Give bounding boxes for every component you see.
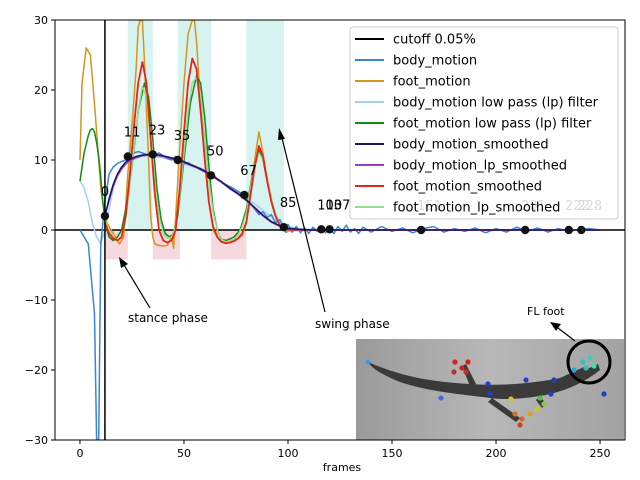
phase-marker (173, 155, 182, 165)
series-line-foot-smoothed (104, 57, 600, 245)
legend-label: foot_motion_smoothed (393, 180, 542, 195)
keypoint-dot (517, 422, 523, 428)
phase-marker-label: 0 (101, 185, 109, 200)
keypoint-dot (551, 377, 557, 383)
annotations: stance phase swing phase FL foot (119, 128, 576, 342)
y-tick-label: 10 (34, 154, 48, 167)
legend-label: foot_motion (393, 75, 471, 90)
series-lines (79, 20, 601, 440)
keypoint-dot (512, 411, 518, 417)
keypoint-dot (485, 381, 491, 387)
keypoint-dot (487, 391, 493, 397)
y-tick-label: 30 (34, 14, 48, 27)
keypoint-dot (465, 359, 471, 365)
keypoint-dot (459, 365, 465, 371)
legend-label: foot_motion low pass (lp) filter (393, 117, 592, 132)
phase-marker-label: 23 (149, 123, 166, 138)
phase-marker-label: 50 (207, 144, 224, 159)
keypoint-dot (365, 359, 371, 365)
fl-foot-arrow-shaft (557, 327, 576, 342)
lizard-photo-inset (356, 339, 624, 440)
phase-marker-label: 103 (317, 198, 342, 213)
fl-foot-label: FL foot (527, 305, 565, 318)
x-tick-label: 50 (177, 447, 191, 460)
keypoint-dot (587, 355, 593, 361)
stance-arrow-head (119, 257, 128, 268)
phase-marker (100, 211, 110, 221)
fl-foot-arrow-head (550, 322, 561, 331)
phase-marker-label: 11 (124, 126, 141, 141)
legend: cutoff 0.05% body_motion foot_motion body_m… (349, 26, 619, 220)
fl-foot-highlight (566, 339, 612, 385)
phase-marker (206, 171, 216, 180)
legend-box (349, 26, 619, 220)
keypoint-dot (580, 359, 586, 365)
phase-marker (123, 152, 133, 161)
keypoint-dot (463, 369, 469, 375)
keypoint-dot (527, 411, 533, 417)
x-tick-label: 150 (382, 447, 403, 460)
phase-marker (577, 225, 586, 235)
y-tick-label: −20 (25, 364, 48, 377)
keypoint-dot (438, 395, 444, 401)
keypoint-dot (534, 406, 540, 412)
y-tick-label: 0 (41, 224, 48, 237)
series-line-body-motion (79, 150, 601, 440)
keypoint-dot (451, 369, 457, 375)
keypoint-dot (541, 401, 547, 407)
keypoint-dot (523, 377, 529, 383)
keypoint-dot (591, 363, 597, 369)
keypoint-dot (537, 395, 543, 401)
series-line-foot-motion (79, 20, 600, 249)
phase-marker (564, 225, 574, 235)
y-tick-label: 20 (34, 84, 48, 97)
lizard-body (368, 362, 600, 400)
legend-label: body_motion_lp_smoothed (393, 159, 567, 174)
swing-band (246, 20, 284, 230)
keypoint-dot (452, 359, 458, 365)
phase-marker (317, 225, 326, 234)
x-tick-label: 200 (486, 447, 507, 460)
x-axis-label: frames (323, 461, 362, 474)
phase-marker-label: 107 (326, 198, 351, 213)
phase-marker-label: 85 (280, 196, 297, 211)
x-tick-label: 0 (76, 447, 83, 460)
phase-marker (240, 190, 249, 200)
swing-arrow-head (278, 128, 285, 140)
keypoint-dot (571, 367, 577, 373)
legend-label: body_motion (393, 54, 477, 69)
legend-label: body_motion_smoothed (393, 138, 549, 153)
swing-arrow-shaft (281, 137, 326, 313)
phase-marker (520, 225, 530, 235)
legend-label: foot_motion_lp_smoothed (393, 201, 560, 216)
keypoint-dot (583, 365, 589, 371)
keypoint-dots (365, 355, 607, 428)
legend-label: cutoff 0.05% (393, 33, 476, 48)
axes: 0 50 100 150 200 250 −30 −20 −10 0 10 20 30 (25, 14, 611, 460)
y-tick-label: −30 (25, 434, 48, 447)
stance-arrow-shaft (123, 264, 151, 309)
keypoint-dot (519, 416, 525, 422)
x-tick-label: 250 (590, 447, 611, 460)
lizard-limb (488, 398, 520, 422)
phase-marker-label: 67 (240, 164, 257, 179)
phase-marker (148, 150, 157, 159)
keypoint-dot (508, 396, 514, 402)
phase-marker (325, 225, 334, 234)
phase-marker (416, 225, 426, 235)
swing-phase-label: swing phase (315, 317, 390, 331)
series-line-body-smoothed (104, 153, 600, 231)
keypoint-dot (548, 391, 554, 397)
phase-marker (279, 223, 289, 232)
stance-phase-label: stance phase (128, 311, 208, 325)
legend-label: body_motion low pass (lp) filter (393, 96, 599, 111)
y-tick-label: −10 (25, 294, 48, 307)
x-tick-label: 100 (277, 447, 298, 460)
keypoint-dot (601, 391, 607, 397)
phase-marker-label: 35 (174, 129, 191, 144)
